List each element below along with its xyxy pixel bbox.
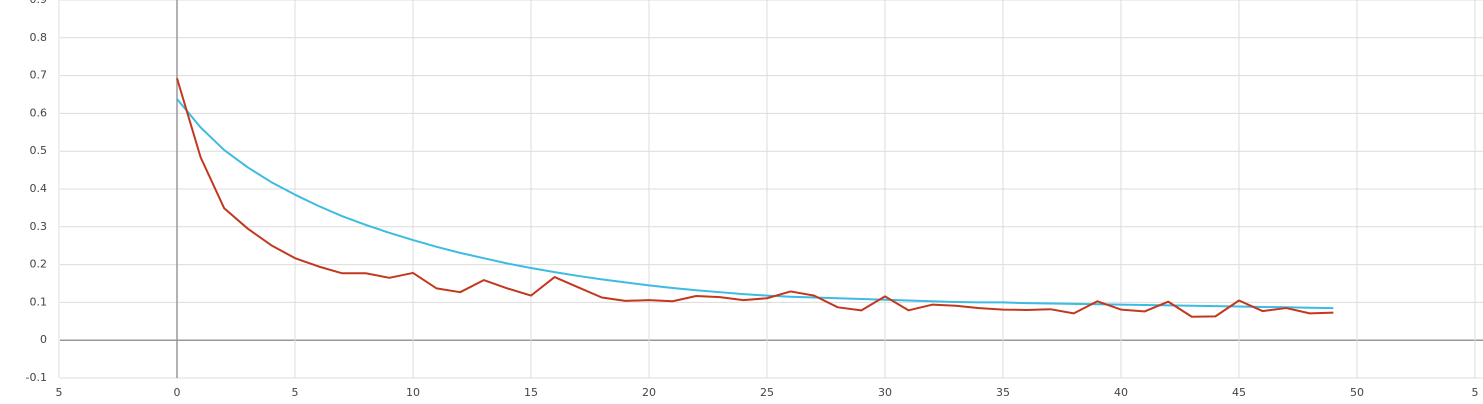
x-tick-label: 20 [642,386,656,399]
y-tick-label: 0.9 [30,0,48,6]
x-tick-label: 30 [878,386,892,399]
series-line [176,98,1334,310]
series-line [176,77,1334,318]
x-tick-label: 35 [996,386,1010,399]
x-tick-label: 50 [1350,386,1364,399]
y-tick-label: 0 [40,333,47,346]
y-tick-label: 0.7 [30,69,48,82]
x-tick-label: 5 [1471,386,1478,399]
y-tick-label: 0.5 [30,144,48,157]
x-tick-label: 0 [173,386,180,399]
x-tick-label: 45 [1232,386,1246,399]
y-tick-label: 0.4 [30,182,48,195]
x-tick-label: 25 [760,386,774,399]
y-tick-label: 0.1 [30,295,48,308]
x-tick-label: 5 [55,386,62,399]
x-tick-label: 5 [291,386,298,399]
x-tick-label: 40 [1114,386,1128,399]
y-tick-label: 0.3 [30,220,48,233]
y-tick-label: 0.8 [30,31,48,44]
x-tick-label: 10 [406,386,420,399]
x-tick-label: 15 [524,386,538,399]
y-tick-label: 0.2 [30,258,48,271]
y-tick-label: -0.1 [26,371,47,384]
y-tick-label: 0.6 [30,106,48,119]
